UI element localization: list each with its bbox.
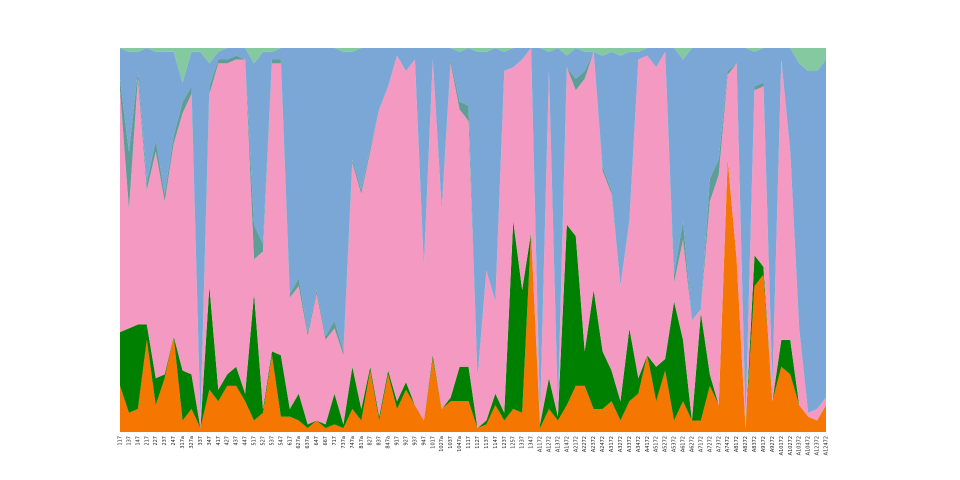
- x-tick-label: 517: [252, 436, 258, 446]
- x-tick-label: 417: [216, 436, 222, 446]
- x-tick-label: 947: [421, 436, 427, 446]
- x-tick-label: 817a: [359, 436, 365, 449]
- x-tick-label: 737a: [341, 436, 347, 449]
- x-tick-label: A7472: [725, 436, 731, 452]
- x-tick-label: A8172: [734, 436, 740, 452]
- x-tick-label: 247: [171, 436, 177, 446]
- x-tick-label: 437: [234, 436, 240, 446]
- x-tick-label: 667: [323, 436, 329, 446]
- x-tick-label: A2472: [600, 436, 606, 452]
- x-tick-label: A3272: [618, 436, 624, 452]
- x-tick-label: A2372: [591, 436, 597, 452]
- x-tick-label: 647: [314, 436, 320, 446]
- x-tick-label: 1037: [448, 436, 454, 449]
- x-tick-label: 447: [243, 436, 249, 446]
- x-tick-label: A3472: [636, 436, 642, 452]
- x-tick-label: 237: [162, 436, 168, 446]
- x-tick-label: 117: [118, 436, 124, 446]
- x-tick-label: A10372: [797, 436, 803, 455]
- x-tick-label: 227: [153, 436, 159, 446]
- x-tick-label: 1117: [466, 436, 472, 449]
- x-tick-label: 837: [377, 436, 383, 446]
- x-tick-label: 137: [126, 436, 132, 446]
- x-tick-label: 1027a: [439, 436, 445, 452]
- x-tick-label: 1257: [511, 436, 517, 449]
- x-tick-label: A12372: [815, 436, 821, 455]
- x-tick-label: 1137: [484, 436, 490, 449]
- x-tick-label: A8272: [743, 436, 749, 452]
- x-tick-label: A10272: [788, 436, 794, 455]
- x-tick-label: 1237: [502, 436, 508, 449]
- x-tick-label: A1472: [564, 436, 570, 452]
- x-tick-label: A6272: [689, 436, 695, 452]
- x-tick-label: 1347: [529, 436, 535, 449]
- x-tick-label: A3172: [609, 436, 615, 452]
- x-tick-label: A5172: [654, 436, 660, 452]
- x-tick-label: 217: [144, 436, 150, 446]
- x-tick-label: 747a: [350, 436, 356, 449]
- x-tick-label: 917: [395, 436, 401, 446]
- x-tick-label: 337: [198, 436, 204, 446]
- x-tick-label: 627a: [296, 436, 302, 449]
- x-tick-label: 1337: [520, 436, 526, 449]
- x-tick-label: A10472: [806, 436, 812, 455]
- x-tick-label: A6172: [681, 436, 687, 452]
- x-tick-label: 937: [412, 436, 418, 446]
- x-tick-label: A2272: [582, 436, 588, 452]
- area: [120, 48, 826, 83]
- x-tick-label: A8372: [752, 436, 758, 452]
- x-tick-label: A5272: [663, 436, 669, 452]
- x-tick-label: A12472: [824, 436, 830, 455]
- x-tick-label: A1272: [546, 436, 552, 452]
- x-tick-label: 327a: [189, 436, 195, 449]
- x-tick-label: 147: [135, 436, 141, 446]
- x-tick-label: A2172: [573, 436, 579, 452]
- x-tick-label: A4172: [645, 436, 651, 452]
- x-tick-label: 427: [225, 436, 231, 446]
- x-tick-label: 1047a: [457, 436, 463, 452]
- area: [120, 48, 826, 429]
- area: [120, 159, 826, 429]
- x-tick-label: A9172: [761, 436, 767, 452]
- x-tick-label: A9272: [770, 436, 776, 452]
- x-tick-label: 1147: [493, 436, 499, 449]
- x-tick-label: 547: [278, 436, 284, 446]
- x-tick-label: A3372: [627, 436, 633, 452]
- x-tick-label: 827: [368, 436, 374, 446]
- x-tick-label: A7372: [716, 436, 722, 452]
- x-tick-label: A10172: [779, 436, 785, 455]
- x-tick-label: 347: [207, 436, 213, 446]
- x-tick-label: A7272: [707, 436, 713, 452]
- x-tick-label: 717: [332, 436, 338, 446]
- x-tick-label: A1172: [538, 436, 544, 452]
- x-tick-label: 637a: [305, 436, 311, 449]
- x-tick-label: 617: [287, 436, 293, 446]
- x-tick-label: 1127: [475, 436, 481, 449]
- x-tick-label: 527: [260, 436, 266, 446]
- x-tick-label: A1372: [555, 436, 561, 452]
- x-tick-label: 847a: [386, 436, 392, 449]
- area: [120, 159, 826, 433]
- x-tick-label: A5372: [672, 436, 678, 452]
- x-tick-label: 537: [269, 436, 275, 446]
- x-tick-label: 317a: [180, 436, 186, 449]
- area: [120, 48, 826, 421]
- x-tick-label: A7172: [698, 436, 704, 452]
- x-tick-label: 1017: [430, 436, 436, 449]
- x-tick-label: 927: [403, 436, 409, 446]
